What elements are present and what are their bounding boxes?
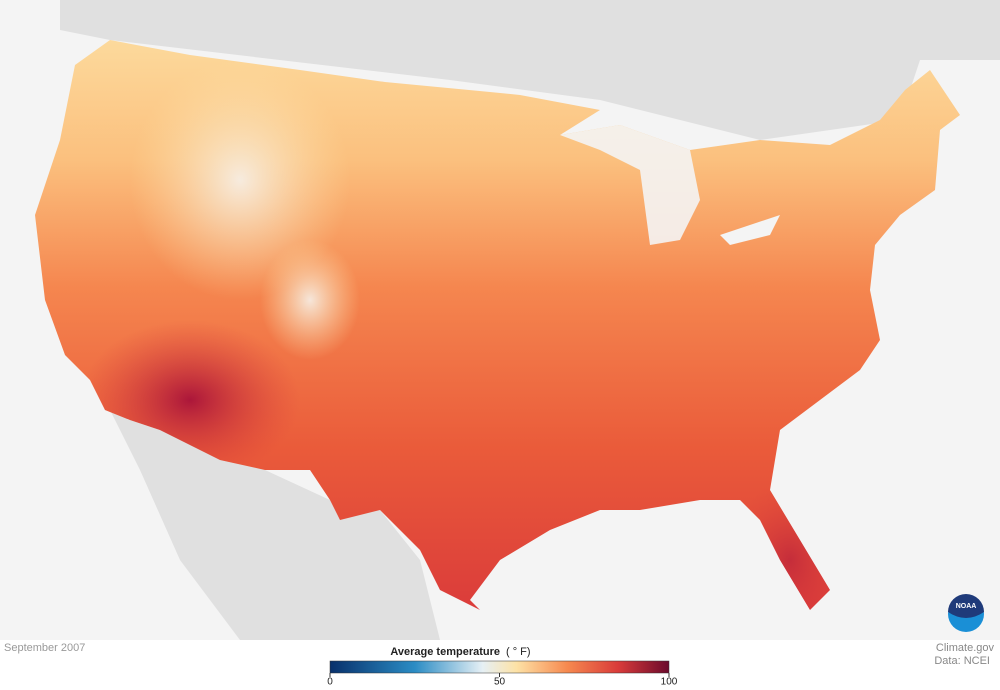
colorbar-tick-label: 0 [327,677,333,688]
legend-unit: ( ° F) [506,646,531,658]
cool-region [260,240,360,360]
data-credit: Data: NCEI [934,655,990,667]
colorbar-tick-label: 50 [494,677,506,688]
great-lakes [720,215,780,245]
colorbar-tick-label: 100 [661,677,678,688]
logo-top [948,594,984,618]
source-credit: Climate.gov [936,642,995,654]
great-lakes [560,125,700,245]
canada [60,0,1000,140]
date-caption: September 2007 [4,642,85,654]
mexico [110,410,440,640]
cool-region [130,60,350,300]
legend-title: Average temperature [390,646,500,658]
logo-text: NOAA [956,603,977,610]
colorbar [329,660,670,674]
